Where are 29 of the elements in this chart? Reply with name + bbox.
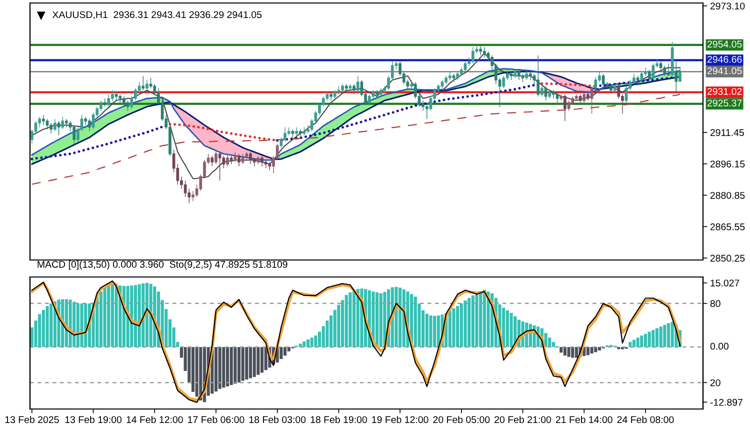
x-tick-label: 21 Feb 14:00: [556, 416, 612, 424]
x-tick-label: 13 Feb 19:00: [65, 416, 122, 424]
y-tick-label: 2911.45: [710, 129, 744, 136]
x-tick-label: 13 Feb 2025: [5, 416, 59, 424]
x-tick-label: 18 Feb 03:00: [249, 416, 306, 424]
y-tick-label: 15.027: [710, 280, 740, 286]
ref-line-label: 2941.05: [707, 67, 742, 74]
x-tick-label: 19 Feb 12:00: [372, 416, 428, 424]
x-tick-label: 18 Feb 19:00: [310, 416, 367, 424]
y-tick-label: -12.897: [710, 398, 742, 406]
y-tick-label: 2896.15: [710, 160, 745, 168]
x-tick-label: 20 Feb 21:00: [494, 416, 552, 424]
chart-title: MACD [0](13,50) 0.000 3.960 Sto(9,2,5) 47.8925 51.8109: [38, 260, 288, 270]
text: XAUUSD,H1 2936.31 2943.41 2936.29 2941.05: [52, 11, 262, 20]
x-tick-label: 24 Feb 08:00: [617, 416, 674, 424]
x-tick-label: 20 Feb 05:00: [433, 416, 490, 424]
y-tick-label: 2880.85: [710, 192, 745, 199]
y2-tick-label: 80: [710, 300, 720, 308]
y-tick-label: 2850.25: [710, 254, 745, 262]
y-tick-label: 2865.55: [710, 223, 745, 230]
y2-tick-label: 20: [710, 379, 720, 386]
y-tick-label: 2973.10: [710, 2, 745, 10]
ref-line-label: 2931.02: [707, 88, 742, 95]
ref-line-label: 0.00: [710, 342, 729, 350]
x-tick-label: 14 Feb 12:00: [126, 416, 183, 424]
ref-line-label: 2946.66: [707, 56, 742, 63]
x-tick-label: 17 Feb 06:00: [188, 416, 244, 424]
ref-line-label: 2954.05: [707, 40, 742, 48]
ref-line-label: 2925.37: [707, 100, 742, 106]
